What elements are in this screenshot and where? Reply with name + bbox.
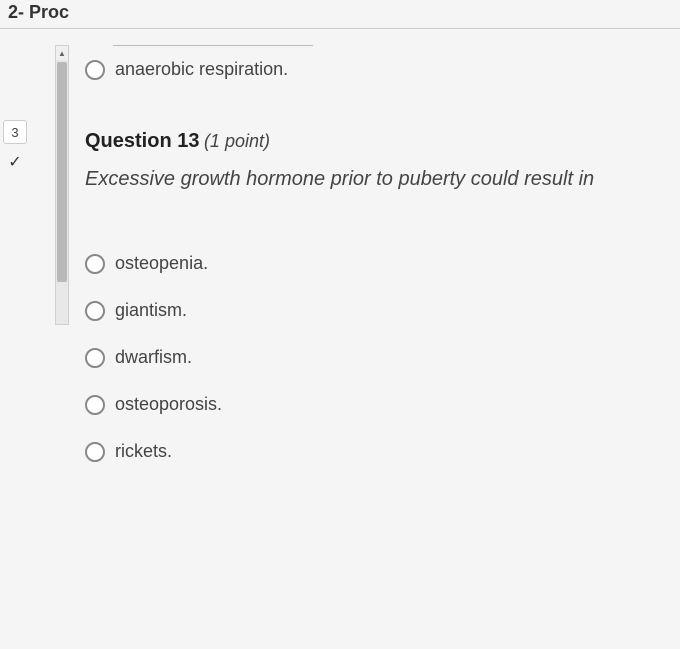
question-number: Question 13: [85, 130, 199, 152]
question-header: Question 13 (1 point): [85, 130, 660, 153]
question-nav-sidebar: 3 ✓: [0, 120, 30, 172]
radio-icon[interactable]: [85, 301, 105, 321]
radio-icon[interactable]: [85, 395, 105, 415]
previous-question-divider: [113, 45, 313, 46]
scrollbar-thumb[interactable]: [57, 62, 67, 282]
option-label: osteopenia.: [115, 253, 208, 274]
question-points: (1 point): [204, 131, 270, 151]
radio-icon[interactable]: [85, 60, 105, 80]
option-label: anaerobic respiration.: [115, 59, 288, 80]
option-row[interactable]: giantism.: [85, 300, 660, 321]
nav-question-number[interactable]: 3: [3, 120, 27, 144]
header-divider: [0, 28, 680, 29]
option-label: rickets.: [115, 441, 172, 462]
option-label: osteoporosis.: [115, 394, 222, 415]
scrollbar-up-arrow-icon[interactable]: ▲: [56, 46, 68, 60]
question-content: anaerobic respiration. Question 13 (1 po…: [85, 45, 660, 462]
header-title-fragment: 2- Proc: [0, 0, 77, 25]
options-list: osteopenia. giantism. dwarfism. osteopor…: [85, 253, 660, 462]
radio-icon[interactable]: [85, 442, 105, 462]
option-label: giantism.: [115, 300, 187, 321]
content-area: ▲ anaerobic respiration. Question 13 (1 …: [55, 45, 660, 649]
question-prompt: Excessive growth hormone prior to pubert…: [85, 165, 660, 193]
option-label: dwarfism.: [115, 347, 192, 368]
previous-question-option[interactable]: anaerobic respiration.: [85, 54, 660, 80]
scrollbar[interactable]: ▲: [55, 45, 69, 325]
option-row[interactable]: dwarfism.: [85, 347, 660, 368]
option-row[interactable]: osteopenia.: [85, 253, 660, 274]
option-row[interactable]: osteoporosis.: [85, 394, 660, 415]
radio-icon[interactable]: [85, 348, 105, 368]
nav-check-icon: ✓: [8, 152, 21, 172]
radio-icon[interactable]: [85, 254, 105, 274]
option-row[interactable]: rickets.: [85, 441, 660, 462]
